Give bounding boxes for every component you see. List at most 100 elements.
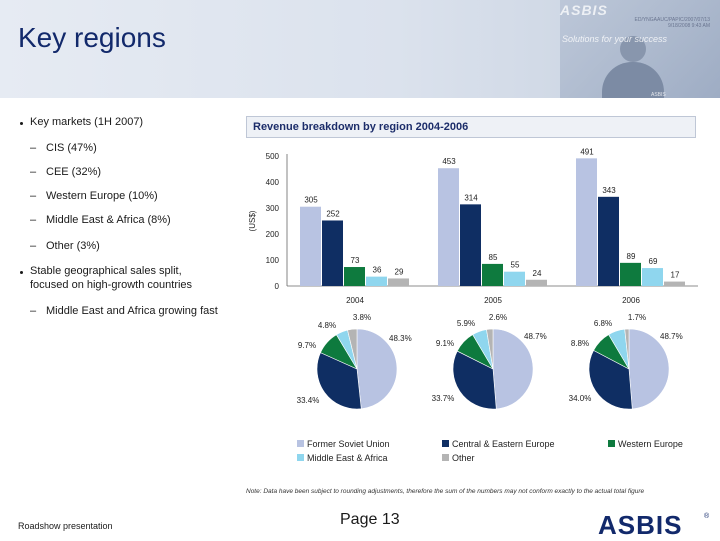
legend-label: Western Europe [618, 439, 683, 449]
legend: Former Soviet Union Central & Eastern Eur… [297, 439, 683, 463]
bar [504, 271, 525, 286]
y-tick-label: 100 [266, 256, 280, 265]
bar-data-label: 69 [649, 257, 658, 266]
page-number: Page 13 [340, 511, 400, 528]
bar [642, 268, 663, 286]
pie-slice [356, 328, 398, 410]
dash: – [30, 214, 37, 226]
header-photo-person [620, 36, 646, 62]
pie-data-label: 48.3% [389, 334, 412, 343]
y-axis-label: (US$) [248, 210, 257, 231]
pie-data-label: 9.7% [298, 341, 316, 350]
bar-data-label: 305 [304, 196, 318, 205]
legend-label: Other [452, 453, 475, 463]
legend-swatch [608, 440, 615, 447]
dash: – [30, 240, 37, 252]
pie-slice [492, 328, 534, 410]
bar-data-label: 314 [464, 193, 478, 202]
doc-code: ED/YNGAAUC/PAPIC/2007/07/13 9/18/2008 9:… [612, 17, 711, 29]
header-banner: Key regions ASBIS ED/YNGAAUC/PAPIC/2007/… [0, 0, 720, 98]
bar [438, 168, 459, 286]
pie-data-label: 2.6% [489, 313, 507, 322]
chart-title: Revenue breakdown by region 2004-2006 [253, 121, 469, 133]
pie-slice [316, 352, 362, 410]
bar [620, 262, 641, 286]
bullet-key-markets: Key markets (1H 2007) [30, 116, 144, 128]
pie-data-label: 33.4% [297, 396, 320, 405]
bar-data-label: 85 [489, 253, 498, 262]
sub-bullet-other: Other (3%) [46, 240, 100, 252]
asbis-logo: ASBIS [598, 510, 683, 540]
pie-slice [628, 328, 670, 410]
x-tick-label: 2005 [484, 296, 502, 305]
legend-label: Central & Eastern Europe [452, 439, 555, 449]
pie-data-label: 4.8% [318, 321, 336, 330]
bar [366, 276, 387, 286]
bar [388, 278, 409, 286]
bar-data-label: 89 [627, 252, 636, 261]
bar-chart: 0 100 200 300 400 500 (US$) 305 252 73 36 29 2004 453… [248, 147, 698, 305]
x-tick-label: 2004 [346, 296, 364, 305]
bar-data-label: 343 [602, 186, 616, 195]
legend-swatch [442, 454, 449, 461]
legend-swatch [297, 454, 304, 461]
legend-swatch [442, 440, 449, 447]
pie-data-label: 9.1% [436, 339, 454, 348]
bar-data-label: 73 [351, 256, 360, 265]
bar [576, 158, 597, 286]
pie-data-label: 8.8% [571, 339, 589, 348]
bar [344, 267, 365, 286]
pie-slice [486, 328, 494, 370]
y-tick-label: 200 [266, 230, 280, 239]
bar [322, 220, 343, 286]
sub-bullet-mea-growth: Middle East and Africa growing fast [46, 305, 218, 317]
pie-data-label: 48.7% [524, 332, 547, 341]
bullet-stable-line2: focused on high-growth countries [30, 279, 193, 291]
bullet-dot [20, 122, 23, 125]
dash: – [30, 166, 37, 178]
bar [460, 204, 481, 286]
bar [526, 279, 547, 286]
registered-mark: ® [704, 513, 710, 520]
dash: – [30, 305, 37, 317]
bar-data-label: 29 [395, 267, 404, 276]
page-title: Key regions [18, 22, 166, 53]
pie-data-label: 34.0% [569, 394, 592, 403]
bar-data-label: 453 [442, 157, 456, 166]
chart-title-box: Revenue breakdown by region 2004-2006 [246, 116, 696, 138]
sub-bullet-cee: CEE (32%) [46, 166, 102, 178]
bar-data-label: 17 [671, 271, 680, 280]
y-tick-label: 500 [266, 152, 280, 161]
sub-bullet-cis: CIS (47%) [46, 142, 97, 154]
pie-data-label: 6.8% [594, 319, 612, 328]
pie-data-label: 33.7% [432, 394, 455, 403]
legend-label: Middle East & Africa [307, 453, 388, 463]
pie-charts: 48.3% 33.4% 9.7% 4.8% 3.8% 48.7% 33.7% 9.1% 5.9%… [297, 313, 683, 410]
bar-data-label: 36 [373, 266, 382, 275]
sub-bullet-mea: Middle East & Africa (8%) [46, 214, 171, 226]
pie-slice [624, 328, 630, 370]
y-tick-label: 400 [266, 178, 280, 187]
footnote: Note: Data have been subject to rounding… [246, 488, 645, 495]
footer-presentation-label: Roadshow presentation [18, 521, 113, 531]
header-small-logo: ASBIS [651, 92, 666, 98]
bar [482, 263, 503, 286]
y-tick-label: 300 [266, 204, 280, 213]
legend-label: Former Soviet Union [307, 439, 390, 449]
bullet-dot [20, 271, 23, 274]
bar-data-label: 252 [326, 209, 340, 218]
pie-slice [347, 328, 358, 370]
bar [664, 281, 685, 286]
bullet-stable-line1: Stable geographical sales split, [30, 265, 182, 277]
header-logo-watermark: ASBIS [560, 2, 608, 18]
pie-data-label: 48.7% [660, 332, 683, 341]
bar-data-label: 491 [580, 147, 594, 156]
header-slogan: Solutions for your success [562, 34, 668, 44]
doc-code-line1: ED/YNGAAUC/PAPIC/2007/07/13 [634, 17, 711, 23]
pie-data-label: 3.8% [353, 313, 371, 322]
bar [598, 196, 619, 286]
dash: – [30, 190, 37, 202]
bar [300, 206, 321, 286]
pie-data-label: 1.7% [628, 313, 646, 322]
